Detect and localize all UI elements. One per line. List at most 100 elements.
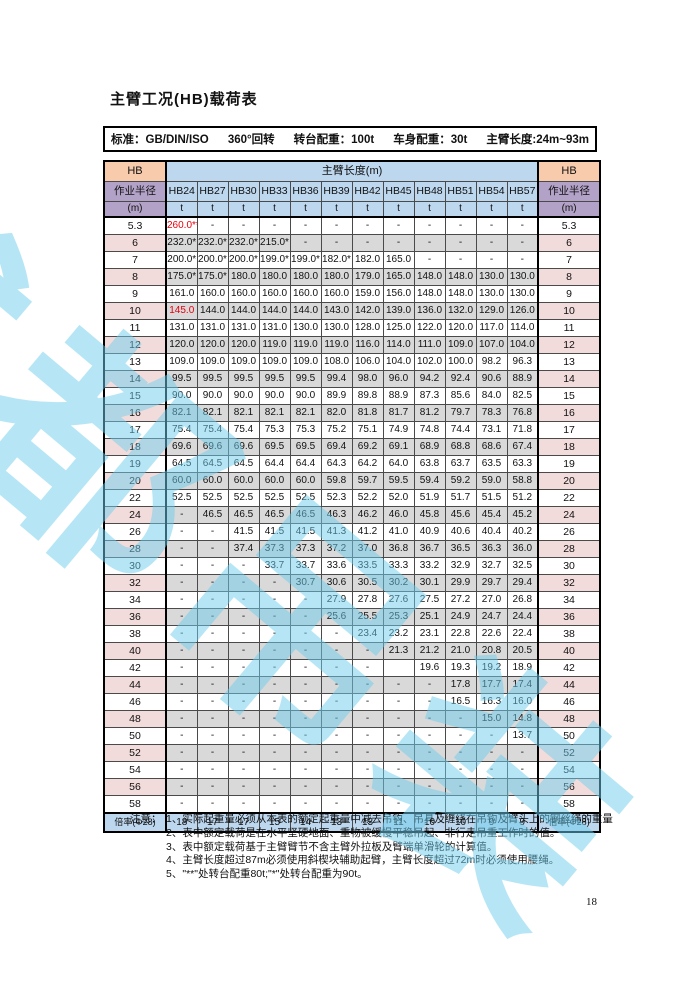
load-cell: - [289,676,322,694]
table-row: 12 120.0 120.0 120.0 119.0 119.0 119.0 116.0 114… [103,336,601,354]
note-item: 1、实际起重量必须从本表的额定起重量中减去吊钩、吊具及缠绕在吊钩及臂头上的钢丝绳… [166,813,613,825]
load-cell: - [444,761,477,779]
radius-cell-right: 15 [537,387,601,405]
load-cell: 199.0* [258,251,291,269]
load-cell: 160.0 [227,285,260,303]
load-cell: 46.2 [351,506,384,524]
load-cell: - [196,625,229,643]
load-cell: 58.8 [506,472,540,490]
radius-cell-right: 42 [537,659,601,677]
multiplier-cell: 11 [382,812,415,833]
load-cell: - [320,744,353,762]
radius-cell-left: 19 [103,455,167,473]
load-cell: 76.8 [506,404,540,422]
load-cell: 144.0 [258,302,291,320]
load-cell: 64.5 [227,455,260,473]
load-cell: 36.5 [444,540,477,558]
load-cell: 41.0 [382,523,415,541]
load-cell: 182.0* [320,251,353,269]
multiplier-cell: 9 [506,812,540,833]
load-cell: 144.0 [289,302,322,320]
multiplier-cell: 13 [320,812,353,833]
radius-cell-right: 8 [537,268,601,286]
load-cell: 98.2 [475,353,508,371]
load-cell: 232.0* [227,234,260,252]
load-cell: 89.9 [320,387,353,405]
load-cell: 36.3 [475,540,508,558]
load-cell: - [382,761,415,779]
load-cell: - [444,234,477,252]
load-cell: 22.8 [444,625,477,643]
load-cell: 60.0 [258,472,291,490]
load-cell: 75.4 [196,421,229,439]
load-cell: - [413,251,446,269]
load-cell: - [444,710,477,728]
load-cell: 64.0 [382,455,415,473]
load-cell: 30.7 [289,574,322,592]
table-row: 34- - - - -27.9 27.8 27.6 27.5 27.2 27.0 26.8 34 [103,591,601,609]
radius-cell-left: 50 [103,727,167,745]
load-cell: 32.5 [506,557,540,575]
radius-cell-right: 5.3 [537,216,601,235]
load-cell: - [165,642,198,660]
load-cell: 85.6 [444,387,477,405]
column-header-hb51: HB51 [444,181,477,202]
radius-cell-right: 17 [537,421,601,439]
load-cell: - [444,795,477,814]
load-cell: 27.9 [320,591,353,609]
table-row: 26- -41.5 41.5 41.5 41.3 41.2 41.0 40.9 40.6 40.4… [103,523,601,541]
unit-cell: t [506,201,540,218]
table-row: 52- - - - - - - - - - - -52 [103,744,601,762]
load-cell: 159.0 [351,285,384,303]
load-cell: - [506,251,540,269]
load-cell: 215.0* [258,234,291,252]
radius-cell-left: 5.3 [103,216,167,235]
load-cell: - [413,761,446,779]
load-cell: - [320,642,353,660]
load-cell: 88.9 [506,370,540,388]
radius-cell-right: 58 [537,795,601,814]
load-cell: 46.3 [320,506,353,524]
load-cell: 52.5 [258,489,291,507]
table-row: 7 200.0* 200.0* 200.0* 199.0* 199.0* 182.0* 182… [103,251,601,269]
load-cell: - [289,625,322,643]
load-cell: - [351,761,384,779]
load-cell: 41.5 [289,523,322,541]
load-cell: 69.2 [351,438,384,456]
column-header-hb48: HB48 [413,181,446,202]
load-cell: 74.9 [382,421,415,439]
load-cell: 24.7 [475,608,508,626]
load-cell: 45.2 [506,506,540,524]
load-cell: - [289,608,322,626]
table-row: 42- - - - - - -19.6 19.3 19.2 18.9 42 [103,659,601,677]
load-cell: 64.3 [320,455,353,473]
load-cell: - [196,540,229,558]
load-cell: - [227,591,260,609]
radius-cell-left: 32 [103,574,167,592]
radius-cell-left: 14 [103,370,167,388]
load-cell: - [165,557,198,575]
load-cell: 23.1 [413,625,446,643]
load-cell: 27.6 [382,591,415,609]
load-cell: 68.9 [413,438,446,456]
load-cell: 45.8 [413,506,446,524]
load-cell: - [165,540,198,558]
radius-cell-right: 12 [537,336,601,354]
load-cell: 29.7 [475,574,508,592]
load-cell: 27.5 [413,591,446,609]
load-cell: 75.1 [351,421,384,439]
unit-cell: t [196,201,229,218]
column-header-hb42: HB42 [351,181,384,202]
load-cell: - [475,744,508,762]
radius-cell-right: 36 [537,608,601,626]
load-cell: 63.8 [413,455,446,473]
load-cell: 119.0 [320,336,353,354]
load-cell: 130.0 [320,319,353,337]
table-row: 56- - - - - - - - - - - -56 [103,778,601,796]
load-cell: 15.0 [475,710,508,728]
load-cell: 40.6 [444,523,477,541]
page-number: 18 [586,896,597,908]
radius-cell-left: 48 [103,710,167,728]
load-cell: 109.0 [165,353,198,371]
notes-section: 注意： 1、实际起重量必须从本表的额定起重量中减去吊钩、吊具及缠绕在吊钩及臂头上… [130,813,640,882]
